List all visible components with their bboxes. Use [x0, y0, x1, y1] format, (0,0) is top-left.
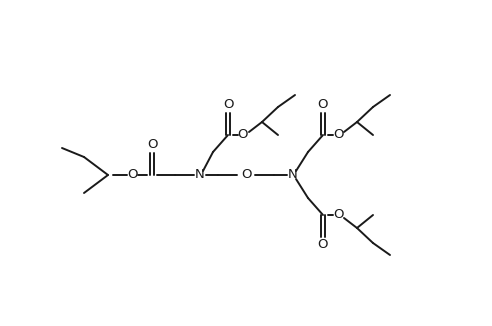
Text: O: O — [318, 98, 328, 111]
Text: O: O — [333, 128, 343, 141]
Text: O: O — [333, 209, 343, 221]
Text: O: O — [223, 98, 233, 111]
Text: O: O — [128, 169, 138, 182]
Text: N: N — [195, 169, 205, 182]
Text: O: O — [241, 169, 251, 182]
Text: O: O — [318, 239, 328, 251]
Text: O: O — [147, 139, 157, 152]
Text: N: N — [288, 169, 298, 182]
Text: O: O — [238, 128, 248, 141]
